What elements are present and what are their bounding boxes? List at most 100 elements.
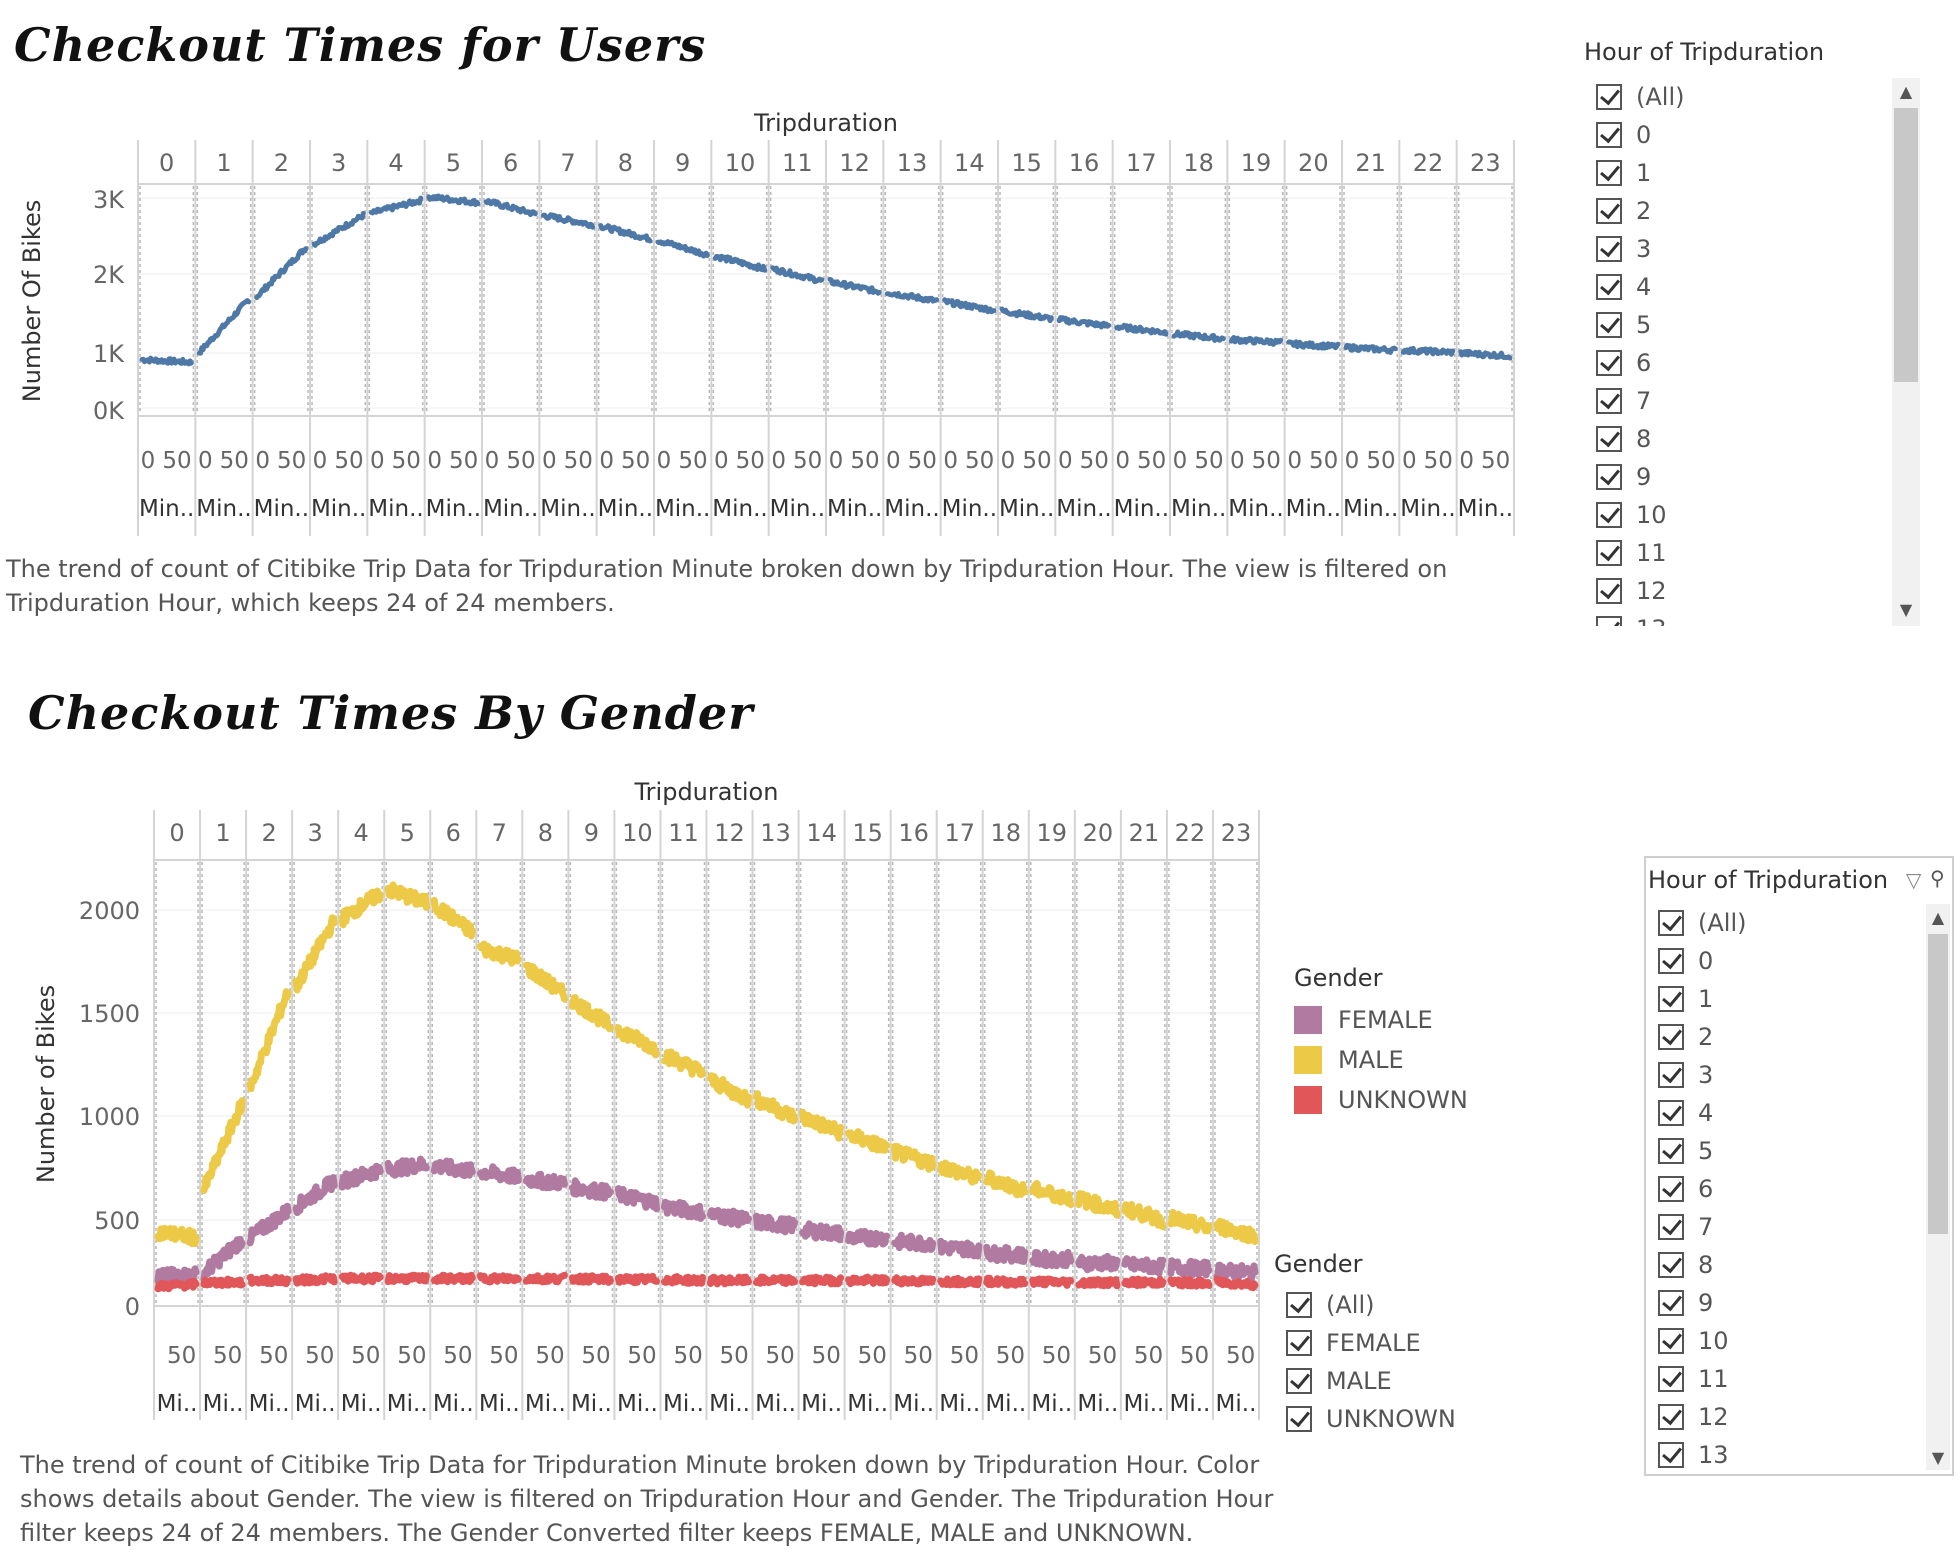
checkbox-checked-icon[interactable] — [1596, 388, 1622, 414]
gender-filter-option[interactable]: UNKNOWN — [1286, 1400, 1456, 1438]
checkbox-checked-icon[interactable] — [1286, 1406, 1312, 1432]
hour-filter-option[interactable]: 3 — [1596, 230, 1886, 268]
checkbox-checked-icon[interactable] — [1658, 1024, 1684, 1050]
hour-filter-option[interactable]: 6 — [1596, 344, 1886, 382]
filter-icon[interactable]: ▽ — [1906, 868, 1922, 892]
minute-tick-label: 0 — [542, 448, 557, 474]
minute-tick-label: 0 — [370, 448, 385, 474]
hour-filter-option[interactable]: 12 — [1596, 572, 1886, 610]
scroll-thumb[interactable] — [1928, 934, 1948, 1234]
checkbox-checked-icon[interactable] — [1658, 1252, 1684, 1278]
hour-filter-option[interactable]: 12 — [1658, 1398, 1918, 1436]
scroll-up-icon[interactable]: ▲ — [1931, 908, 1945, 927]
scroll-up-icon[interactable]: ▲ — [1899, 82, 1913, 101]
checkbox-checked-icon[interactable] — [1658, 1328, 1684, 1354]
series-line-female-hour-12 — [707, 1206, 752, 1229]
checkbox-checked-icon[interactable] — [1658, 948, 1684, 974]
checkbox-checked-icon[interactable] — [1658, 1214, 1684, 1240]
gender-filter-option[interactable]: FEMALE — [1286, 1324, 1456, 1362]
y-tick-label: 1000 — [79, 1103, 140, 1131]
hour-filter-option[interactable]: 1 — [1596, 154, 1886, 192]
gender-filter-option[interactable]: MALE — [1286, 1362, 1456, 1400]
hour-filter-option[interactable]: 8 — [1596, 420, 1886, 458]
scroll-thumb[interactable] — [1894, 108, 1918, 382]
hour-filter-option[interactable]: 10 — [1596, 496, 1886, 534]
checkbox-checked-icon[interactable] — [1596, 502, 1622, 528]
series-line-count-hour-23 — [1458, 348, 1513, 361]
legend-item[interactable]: FEMALE — [1294, 1000, 1468, 1040]
hour-filter-option[interactable]: 7 — [1596, 382, 1886, 420]
hour-filter-option[interactable]: 3 — [1658, 1056, 1918, 1094]
hour-filter-option[interactable]: 2 — [1658, 1018, 1918, 1056]
minute-tick-label: 50 — [1134, 1343, 1163, 1369]
checkbox-checked-icon[interactable] — [1596, 198, 1622, 224]
checkbox-checked-icon[interactable] — [1596, 540, 1622, 566]
hour-filter-option[interactable]: 4 — [1596, 268, 1886, 306]
scroll-down-icon[interactable]: ▼ — [1931, 1448, 1945, 1467]
hour-filter-option[interactable]: 0 — [1596, 116, 1886, 154]
hour-filter-option[interactable]: 1 — [1658, 980, 1918, 1018]
checkbox-checked-icon[interactable] — [1596, 160, 1622, 186]
hour-filter-option[interactable]: 4 — [1658, 1094, 1918, 1132]
facet-label: 10 — [622, 819, 653, 847]
hour-filter-option-label: 7 — [1698, 1213, 1714, 1241]
hour-filter-option[interactable]: 0 — [1658, 942, 1918, 980]
minute-tick-label: 50 — [397, 1343, 426, 1369]
checkbox-checked-icon[interactable] — [1596, 84, 1622, 110]
checkbox-checked-icon[interactable] — [1658, 1290, 1684, 1316]
gender-filter-option[interactable]: (All) — [1286, 1286, 1456, 1324]
checkbox-checked-icon[interactable] — [1596, 578, 1622, 604]
hour-filter-option[interactable]: 11 — [1658, 1360, 1918, 1398]
checkbox-checked-icon[interactable] — [1658, 1138, 1684, 1164]
checkbox-checked-icon[interactable] — [1286, 1292, 1312, 1318]
series-line-unknown-hour-11 — [661, 1273, 706, 1287]
hour-filter-option[interactable]: 9 — [1596, 458, 1886, 496]
checkbox-checked-icon[interactable] — [1286, 1330, 1312, 1356]
legend-item[interactable]: UNKNOWN — [1294, 1080, 1468, 1120]
hour-filter-option[interactable]: 5 — [1658, 1132, 1918, 1170]
checkbox-checked-icon[interactable] — [1596, 426, 1622, 452]
hour-filter-option[interactable]: 8 — [1658, 1246, 1918, 1284]
hour-filter-option[interactable]: 5 — [1596, 306, 1886, 344]
hour-filter-option[interactable]: 13 — [1658, 1436, 1918, 1472]
hour-filter-option[interactable]: (All) — [1658, 904, 1918, 942]
hour-filter-option[interactable]: 6 — [1658, 1170, 1918, 1208]
scroll-down-icon[interactable]: ▼ — [1899, 600, 1913, 619]
series-line-unknown-hour-12 — [707, 1273, 752, 1288]
series-line-female-hour-22 — [1167, 1257, 1213, 1279]
checkbox-checked-icon[interactable] — [1596, 236, 1622, 262]
facet-label: 22 — [1413, 149, 1444, 177]
hour-filter-option[interactable]: 7 — [1658, 1208, 1918, 1246]
checkbox-checked-icon[interactable] — [1658, 1442, 1684, 1468]
checkbox-checked-icon[interactable] — [1658, 1062, 1684, 1088]
minute-tick-label: 50 — [305, 1343, 334, 1369]
hour-filter-option[interactable]: 11 — [1596, 534, 1886, 572]
checkbox-checked-icon[interactable] — [1658, 986, 1684, 1012]
checkbox-checked-icon[interactable] — [1596, 274, 1622, 300]
checkbox-checked-icon[interactable] — [1658, 1366, 1684, 1392]
checkbox-checked-icon[interactable] — [1596, 350, 1622, 376]
legend-item[interactable]: MALE — [1294, 1040, 1468, 1080]
checkbox-checked-icon[interactable] — [1286, 1368, 1312, 1394]
hour-filter-option[interactable]: (All) — [1596, 78, 1886, 116]
facet-label: 21 — [1355, 149, 1386, 177]
series-line-male-hour-12 — [707, 1072, 752, 1109]
checkbox-checked-icon[interactable] — [1596, 312, 1622, 338]
hour-filter-option[interactable]: 2 — [1596, 192, 1886, 230]
checkbox-checked-icon[interactable] — [1658, 1100, 1684, 1126]
search-icon[interactable]: ⚲ — [1930, 866, 1945, 890]
hour-filter-option[interactable]: 10 — [1658, 1322, 1918, 1360]
checkbox-checked-icon[interactable] — [1658, 910, 1684, 936]
checkbox-checked-icon[interactable] — [1658, 1404, 1684, 1430]
facet-label: 17 — [944, 819, 975, 847]
checkbox-checked-icon[interactable] — [1596, 464, 1622, 490]
checkbox-checked-icon[interactable] — [1658, 1176, 1684, 1202]
series-line-female-hour-16 — [891, 1231, 937, 1254]
checkbox-checked-icon[interactable] — [1596, 616, 1622, 626]
checkbox-checked-icon[interactable] — [1596, 122, 1622, 148]
hour-filter-bottom-scrollbar[interactable]: ▲ ▼ — [1926, 904, 1950, 1470]
hour-filter-option[interactable]: 13 — [1596, 610, 1886, 626]
hour-filter-top-scrollbar[interactable]: ▲ ▼ — [1892, 78, 1920, 626]
series-line-unknown-hour-10 — [614, 1272, 660, 1287]
hour-filter-option[interactable]: 9 — [1658, 1284, 1918, 1322]
